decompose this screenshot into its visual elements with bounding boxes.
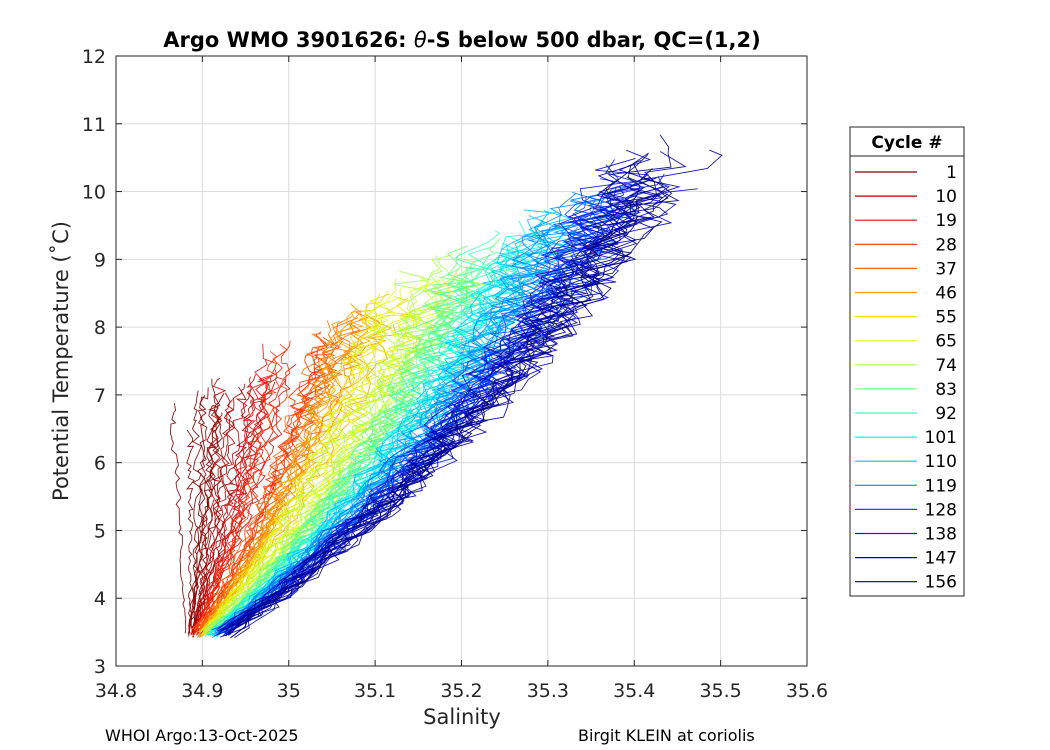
profile-line xyxy=(222,188,642,637)
profile-line xyxy=(202,308,357,636)
profile-line xyxy=(200,276,452,636)
footer-credit-right: Birgit KLEIN at coriolis xyxy=(578,726,755,745)
profile-line xyxy=(204,286,403,632)
legend-entries: 1101928374655657483921011101191281381471… xyxy=(855,163,957,593)
profile-line xyxy=(195,376,257,633)
y-tick-label: 7 xyxy=(94,385,106,407)
profile-line xyxy=(188,378,221,637)
y-tick-label: 12 xyxy=(82,46,106,68)
y-tick-label: 6 xyxy=(94,453,106,475)
x-tick-label: 35.6 xyxy=(786,680,828,702)
profile-line xyxy=(191,391,255,632)
profile-line xyxy=(234,177,657,639)
legend-label: 74 xyxy=(935,356,957,376)
legend-label: 101 xyxy=(925,428,957,448)
legend-box xyxy=(849,126,965,597)
profile-line xyxy=(211,279,441,634)
legend-label: 28 xyxy=(935,235,957,255)
y-tick-label: 3 xyxy=(94,656,106,678)
profile-line xyxy=(211,220,526,631)
legend-title: Cycle # xyxy=(871,133,942,153)
profile-lines xyxy=(169,134,723,639)
profile-line xyxy=(217,159,670,630)
x-tick-label: 35.3 xyxy=(527,680,569,702)
y-tick-label: 10 xyxy=(82,182,106,204)
profile-line xyxy=(188,395,208,634)
y-axis-ticks: 3 4 5 6 7 8 9 10 11 12 xyxy=(82,46,807,678)
profile-line xyxy=(185,429,195,635)
profile-line xyxy=(225,152,673,635)
y-tick-label: 9 xyxy=(94,249,106,271)
profile-line xyxy=(193,377,227,631)
footer-credit-left: WHOI Argo:13-Oct-2025 xyxy=(105,726,299,745)
profile-line xyxy=(193,350,283,635)
y-tick-label: 8 xyxy=(94,317,106,339)
legend-label: 92 xyxy=(935,404,957,424)
legend-label: 83 xyxy=(935,380,957,400)
x-tick-label: 35.4 xyxy=(613,680,655,702)
legend-label: 147 xyxy=(925,549,957,569)
x-axis-ticks: 34.8 34.9 35 35.1 35.2 35.3 35.4 35.5 35.6 xyxy=(95,56,828,702)
profile-line xyxy=(195,383,248,636)
profile-line xyxy=(223,134,672,631)
profile-line xyxy=(196,376,272,636)
legend-label: 46 xyxy=(935,284,957,304)
profile-line xyxy=(223,176,663,630)
legend-label: 10 xyxy=(935,187,957,207)
profile-line xyxy=(190,390,202,629)
profile-line xyxy=(216,204,623,631)
profile-line xyxy=(203,303,382,636)
legend-label: 138 xyxy=(925,525,957,545)
x-tick-label: 35.1 xyxy=(354,680,396,702)
profile-line xyxy=(210,252,480,634)
profile-line xyxy=(202,276,433,631)
profile-line xyxy=(208,268,481,634)
legend-label: 110 xyxy=(925,452,957,472)
profile-line xyxy=(194,412,224,631)
y-tick-label: 4 xyxy=(94,588,106,610)
legend-label: 55 xyxy=(935,308,957,328)
legend-label: 37 xyxy=(935,259,957,279)
legend-label: 1 xyxy=(946,163,957,183)
y-tick-label: 11 xyxy=(82,114,106,136)
profile-line xyxy=(200,303,365,632)
profile-line xyxy=(191,333,327,631)
profile-line xyxy=(193,359,270,636)
legend-label: 19 xyxy=(935,211,957,231)
profile-line xyxy=(198,293,394,633)
profile-line xyxy=(196,356,329,636)
x-tick-label: 34.8 xyxy=(95,680,137,702)
profile-line xyxy=(202,270,431,635)
profile-line xyxy=(188,404,219,630)
x-tick-label: 34.9 xyxy=(181,680,223,702)
legend: Cycle # 11019283746556574839210111011912… xyxy=(849,126,965,597)
profile-line xyxy=(191,340,291,638)
profile-line xyxy=(203,295,414,634)
y-tick-label: 5 xyxy=(94,520,106,542)
profile-line xyxy=(225,167,669,637)
x-tick-label: 35 xyxy=(277,680,301,702)
x-tick-label: 35.2 xyxy=(440,680,482,702)
profile-line xyxy=(200,317,359,637)
x-axis-label: Salinity xyxy=(423,705,501,729)
profile-line xyxy=(194,336,338,634)
y-axis-label: Potential Temperature (˚C) xyxy=(49,221,73,501)
x-tick-label: 35.5 xyxy=(699,680,741,702)
profile-line xyxy=(214,253,496,632)
chart-title: Argo WMO 3901626: θ-S below 500 dbar, QC… xyxy=(163,28,760,52)
grid xyxy=(116,56,807,666)
profile-line xyxy=(230,149,723,639)
legend-label: 128 xyxy=(925,500,957,520)
legend-label: 156 xyxy=(925,573,957,593)
profile-line xyxy=(191,386,243,633)
profile-line xyxy=(216,246,543,638)
legend-label: 119 xyxy=(925,476,957,496)
profile-line xyxy=(169,403,187,634)
profile-line xyxy=(217,187,669,635)
legend-label: 65 xyxy=(935,332,957,352)
profile-line xyxy=(208,255,456,634)
